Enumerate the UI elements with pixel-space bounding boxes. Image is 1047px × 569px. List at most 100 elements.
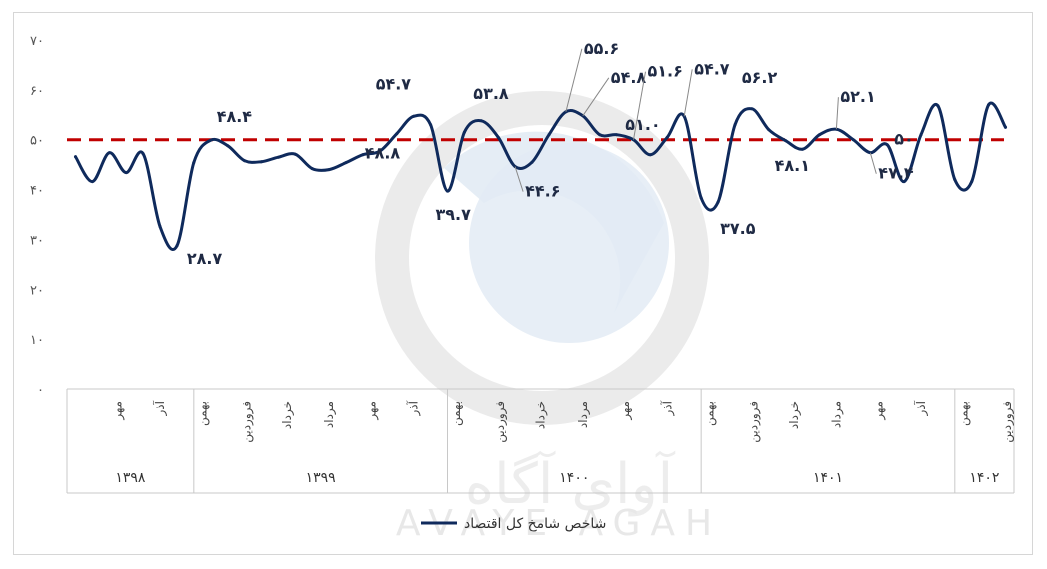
data-point [412,114,416,118]
data-label: ۵۴.۸ [611,68,647,87]
data-label: ۵۳.۸ [473,84,509,103]
data-point [1004,125,1007,129]
x-tick-label: خرداد [280,401,295,429]
data-point [598,133,602,137]
data-label: ۵۴.۷ [376,74,412,93]
data-point [716,200,720,204]
threshold-label: ۵۰ [894,130,914,149]
data-point [801,147,805,151]
legend-label: شاخص شامخ کل اقتصاد [464,516,606,532]
data-point [276,155,280,159]
data-label: ۵۱.۰ [625,115,660,134]
data-point [919,133,923,137]
data-point [615,133,619,137]
legend: شاخص شامخ کل اقتصاد [421,516,606,532]
watermark-disc [469,143,669,343]
y-tick-label: ۵۰ [30,134,44,149]
year-label: ۱۴۰۰ [559,470,589,486]
data-point [733,123,737,127]
data-point [530,160,534,164]
data-point [462,130,466,134]
y-tick-label: ۶۰ [30,84,44,99]
x-tick-label: فروردین [1000,401,1015,443]
x-tick-label: آذر [913,400,929,416]
data-point [361,153,365,157]
watermark-text-fa: آوای آگاه [465,450,676,517]
data-point [344,161,348,165]
annotation-leader [565,48,583,112]
data-point [260,160,263,164]
data-label: ۵۴.۷ [694,59,730,78]
x-tick-label: مرداد [322,401,337,428]
data-label: ۴۷.۴ [878,164,914,183]
data-point [784,139,788,143]
data-point [953,178,957,182]
line-chart: آوای آگاه AVAYE AGAH ۰ ۱۰ ۲۰ ۳۰ ۴۰ ۵۰ ۶۰ ۷۰ ۱۳۹۸… [30,34,1015,544]
annotation-leader [514,166,524,192]
y-tick-label: ۰ [37,383,44,398]
x-tick-label: آذر [406,400,422,416]
data-label: ۴۸.۴ [217,107,253,126]
data-point [446,189,449,193]
data-point [936,104,940,108]
x-tick-label: بهمن [703,401,718,426]
data-point [902,180,906,184]
data-point [141,152,145,156]
axes: ۰ ۱۰ ۲۰ ۳۰ ۴۰ ۵۰ ۶۰ ۷۰ ۱۳۹۸ ۱۳۹۹ ۱۴۰۰ ۱۴۰۱ ۱۴۰۲ مهر آذ… [30,34,1015,494]
data-point [429,123,433,127]
data-point [192,161,196,165]
year-label: ۱۳۹۸ [115,470,146,486]
y-tick-label: ۲۰ [30,283,44,298]
data-label: ۵۲.۱ [840,87,875,106]
data-point [90,180,94,184]
plot-area: ۵۰ [67,101,1007,251]
data-point [750,107,754,111]
data-label: ۴۴.۶ [525,182,560,201]
data-point [378,149,382,153]
data-point [970,180,974,184]
data-label: ۴۸.۸ [365,144,401,163]
annotation-leader [633,71,646,140]
data-point [243,159,247,163]
x-tick-label: فروردین [493,401,508,443]
x-tick-label: مهر [872,401,887,421]
data-label: ۵۵.۶ [584,39,619,58]
data-point [175,244,179,248]
x-tick-label: آذر [152,400,168,416]
data-point [226,144,230,148]
data-point [818,133,821,137]
y-tick-label: ۴۰ [30,184,44,199]
data-point [479,119,483,123]
data-label: ۲۸.۷ [187,249,223,268]
x-tick-label: خرداد [534,401,549,429]
annotation-leader [835,97,839,130]
y-tick-label: ۱۰ [30,333,44,348]
data-point [665,135,669,139]
x-tick-label: مرداد [829,401,844,428]
data-point [851,138,855,142]
x-tick-label: مهر [364,401,379,421]
annotation-leader [582,77,610,117]
chart-frame: آوای آگاه AVAYE AGAH ۰ ۱۰ ۲۰ ۳۰ ۴۰ ۵۰ ۶۰ ۷۰ ۱۳۹۸… [13,12,1033,555]
annotation-leader [683,69,693,117]
data-label: ۵۶.۲ [742,68,778,87]
data-point [648,153,652,157]
data-point [496,135,500,139]
x-tick-label: فروردین [239,401,254,443]
x-tick-label: آذر [659,400,675,416]
data-point [767,128,771,132]
annotation-leader [869,152,877,174]
data-point [987,103,991,107]
y-tick-label: ۷۰ [30,34,44,49]
watermark-ring [375,91,709,425]
year-label: ۱۳۹۹ [306,470,336,486]
x-tick-label: بهمن [449,401,464,426]
data-point [158,225,162,228]
x-tick-label: بهمن [956,401,971,426]
data-point [327,168,331,172]
data-point [293,152,297,156]
data-point [547,133,551,137]
x-tick-label: مهر [618,401,633,421]
data-label: ۳۷.۵ [720,219,756,238]
data-point [395,132,399,136]
